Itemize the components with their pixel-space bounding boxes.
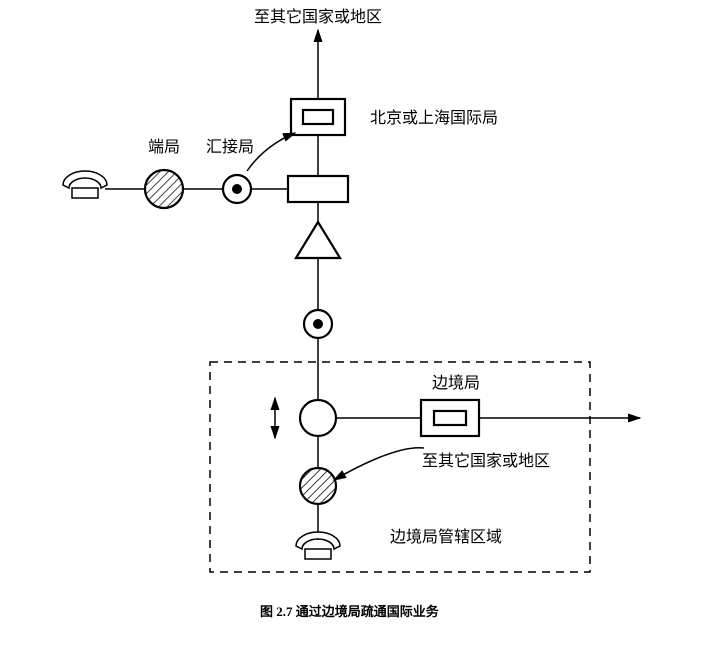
label-border-office: 边境局 (432, 373, 480, 392)
telephone-icon (63, 171, 107, 198)
label-intl-office: 北京或上海国际局 (370, 109, 498, 127)
pointer-curve-1 (247, 133, 295, 171)
label-to-other-2: 至其它国家或地区 (422, 452, 550, 470)
label-top: 至其它国家或地区 (254, 8, 382, 26)
pointer-curve-2 (334, 448, 424, 480)
label-border-area: 边境局管辖区域 (390, 527, 502, 546)
triangle-node (296, 222, 340, 258)
hatched-node-2 (300, 468, 336, 504)
end-office-node (145, 170, 183, 208)
label-tandem-office: 汇接局 (206, 138, 254, 156)
gateway-node (288, 176, 348, 202)
figure-caption: 图 2.7 通过边境局疏通国际业务 (260, 604, 440, 619)
open-circle-node (300, 400, 336, 436)
telephone-icon (296, 532, 340, 559)
label-end-office: 端局 (148, 138, 180, 156)
